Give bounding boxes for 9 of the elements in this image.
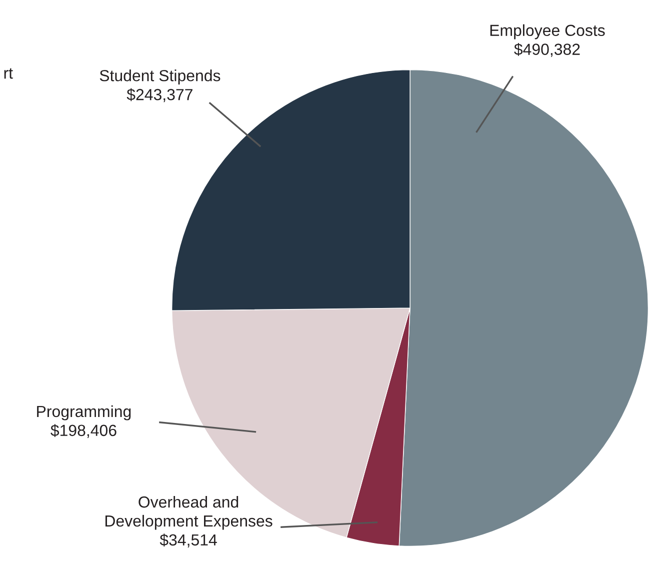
slice-label: Student Stipends — [100, 70, 220, 84]
slice-label: Employee Costs — [490, 24, 605, 40]
data-label: $198,406 — [50, 424, 116, 438]
data-label: $490,382 — [514, 42, 580, 57]
data-label: $243,377 — [126, 88, 192, 102]
text: rt — [4, 68, 13, 79]
slice-label: Programming — [37, 405, 131, 420]
slice-label: Overhead and Development Expenses — [105, 496, 272, 530]
data-label: $34,514 — [160, 534, 217, 548]
